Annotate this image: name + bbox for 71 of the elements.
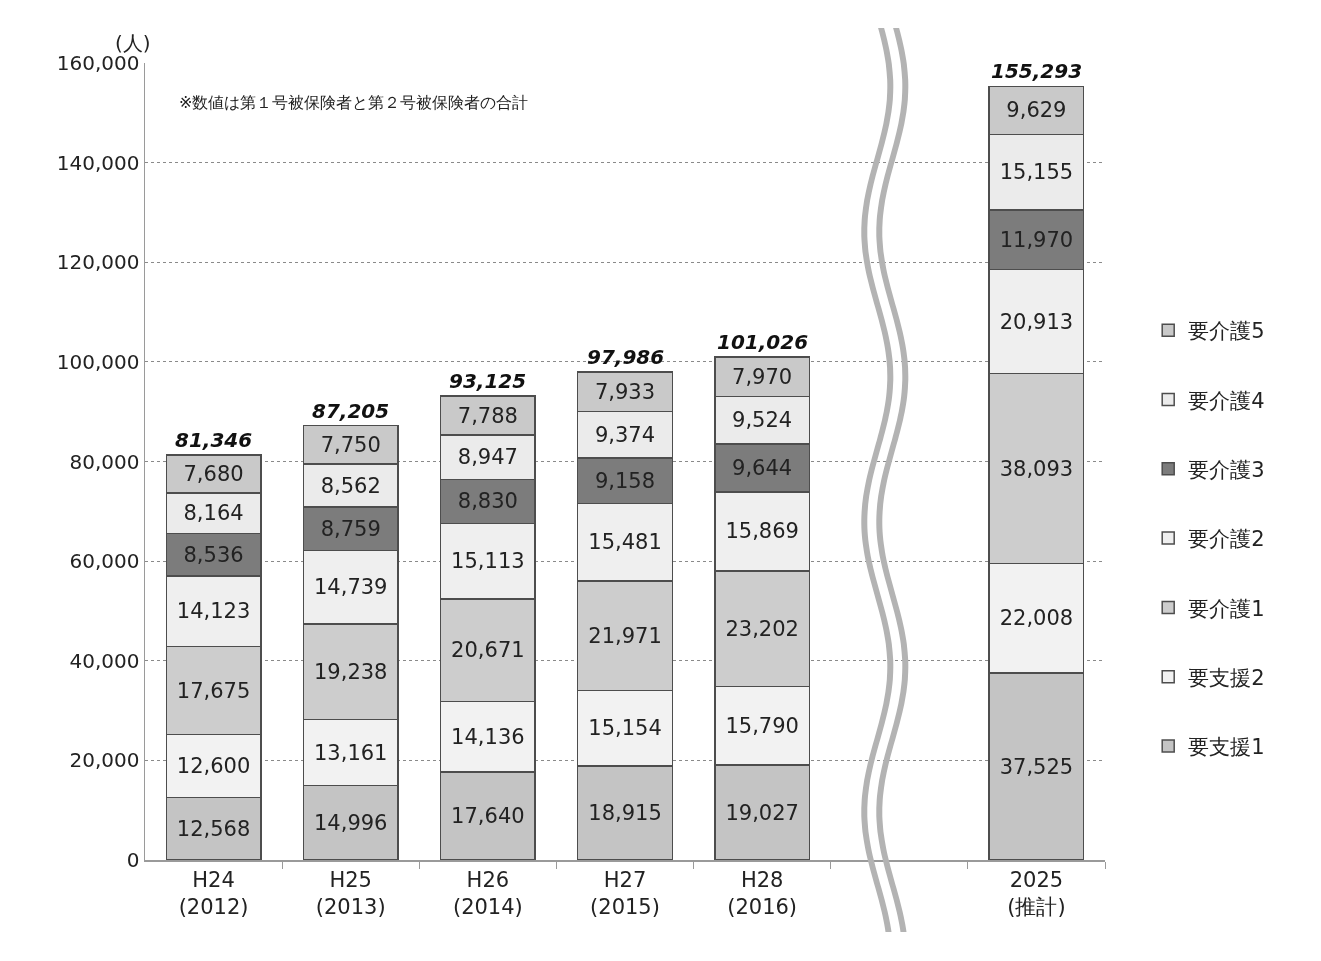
data-label: 8,164 xyxy=(183,501,244,526)
y-tick-label: 80,000 xyxy=(69,449,140,474)
data-label: 17,640 xyxy=(451,804,525,829)
data-label: 8,830 xyxy=(457,489,518,514)
data-label: 21,971 xyxy=(588,623,662,648)
data-label: 9,374 xyxy=(594,422,656,447)
data-label: 9,629 xyxy=(1006,98,1067,123)
data-label: 9,524 xyxy=(732,408,793,433)
data-label: 12,568 xyxy=(176,816,251,841)
total-label: 87,205 xyxy=(312,399,390,423)
data-label: 18,915 xyxy=(588,800,662,825)
y-tick-label: 20,000 xyxy=(69,748,140,773)
data-label: 19,238 xyxy=(313,659,388,684)
legend-label: 要介護3 xyxy=(1188,458,1265,483)
legend-label: 要支援1 xyxy=(1188,735,1265,760)
data-label: 14,739 xyxy=(313,575,388,600)
data-label: 17,675 xyxy=(176,678,251,703)
y-axis-title: (人) xyxy=(115,31,151,55)
y-tick-label: 60,000 xyxy=(69,549,140,574)
data-label: 8,759 xyxy=(320,516,381,541)
data-label: 15,154 xyxy=(588,716,662,741)
y-tick-label: 100,000 xyxy=(56,349,140,374)
legend-label: 要支援2 xyxy=(1188,665,1265,690)
data-label: 23,202 xyxy=(725,616,799,641)
x-tick-label: H25 (2013) xyxy=(315,867,386,919)
data-label: 8,562 xyxy=(320,473,381,498)
y-tick-label: 40,000 xyxy=(69,648,140,673)
data-label: 7,970 xyxy=(732,364,793,389)
x-tick-label: H28 (2016) xyxy=(727,867,798,919)
legend-label: 要介護5 xyxy=(1188,319,1265,344)
legend-label: 要介護1 xyxy=(1188,596,1265,621)
data-label: 19,027 xyxy=(725,800,799,825)
data-label: 7,788 xyxy=(457,403,518,428)
data-label: 37,525 xyxy=(999,754,1074,779)
total-label: 97,986 xyxy=(587,345,665,369)
data-label: 15,155 xyxy=(999,160,1074,185)
data-label: 8,947 xyxy=(457,445,518,470)
annotation: ※数値は第１号被保険者と第２号被保険者の合計 xyxy=(179,93,529,112)
data-label: 38,093 xyxy=(999,456,1074,481)
y-tick-label: 0 xyxy=(126,848,140,872)
data-label: 8,536 xyxy=(183,542,244,567)
data-label: 9,158 xyxy=(594,468,656,493)
x-tick-label: 2025 (推計) xyxy=(1007,867,1066,919)
data-label: 22,008 xyxy=(999,606,1074,631)
y-tick-label: 120,000 xyxy=(56,250,140,275)
y-tick-label: 140,000 xyxy=(56,150,140,175)
data-label: 13,161 xyxy=(313,740,388,765)
data-label: 14,996 xyxy=(313,810,388,835)
data-label: 20,671 xyxy=(451,638,525,663)
data-label: 12,600 xyxy=(176,754,251,779)
total-label: 81,346 xyxy=(175,428,253,452)
data-label: 7,750 xyxy=(320,432,381,457)
data-label: 11,970 xyxy=(999,227,1074,252)
data-label: 15,113 xyxy=(451,549,525,574)
legend-label: 要介護4 xyxy=(1188,388,1265,413)
data-label: 15,869 xyxy=(725,519,799,544)
data-label: 15,790 xyxy=(725,713,799,738)
total-label: 101,026 xyxy=(717,330,809,354)
data-label: 9,644 xyxy=(732,455,793,480)
legend-label: 要介護2 xyxy=(1188,527,1265,552)
total-label: 93,125 xyxy=(449,369,527,393)
data-label: 7,680 xyxy=(183,461,244,486)
data-label: 14,136 xyxy=(451,724,525,749)
total-label: 155,293 xyxy=(991,59,1083,83)
data-label: 15,481 xyxy=(588,530,662,555)
data-label: 20,913 xyxy=(999,309,1074,334)
x-tick-label: H24 (2012) xyxy=(178,867,249,919)
x-tick-label: H27 (2015) xyxy=(590,867,660,919)
data-label: 7,933 xyxy=(594,379,656,404)
data-label: 14,123 xyxy=(176,599,251,624)
x-tick-label: H26 (2014) xyxy=(452,867,523,919)
